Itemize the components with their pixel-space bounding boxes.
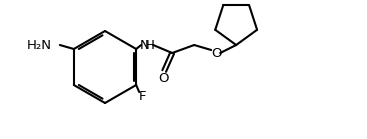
Text: N: N [139, 39, 149, 52]
Text: O: O [211, 47, 221, 59]
Text: H₂N: H₂N [27, 39, 52, 52]
Text: O: O [158, 71, 168, 85]
Text: H: H [145, 39, 155, 52]
Text: F: F [138, 90, 146, 104]
